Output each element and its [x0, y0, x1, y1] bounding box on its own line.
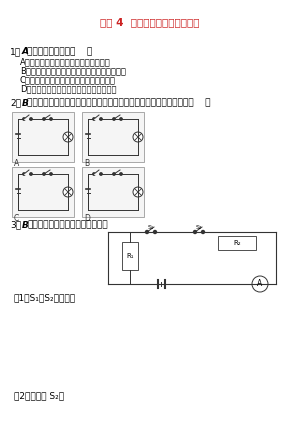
Circle shape: [43, 173, 45, 175]
Text: 1．: 1．: [10, 47, 21, 56]
Circle shape: [23, 118, 25, 120]
Text: 如图所示，试判断电路连接情况。: 如图所示，试判断电路连接情况。: [27, 220, 108, 229]
Text: C．规定正电荷的定向移动方向为电流方向: C．规定正电荷的定向移动方向为电流方向: [20, 75, 116, 84]
Text: 2．: 2．: [10, 98, 21, 108]
Circle shape: [146, 231, 148, 234]
Bar: [82, 167, 144, 217]
Circle shape: [113, 118, 115, 120]
Text: C: C: [14, 214, 19, 223]
Circle shape: [202, 231, 205, 234]
Text: （1）S₁、S₂都断开：: （1）S₁、S₂都断开：: [14, 293, 76, 302]
Text: B: B: [22, 98, 29, 108]
Text: R₁: R₁: [126, 253, 134, 259]
Circle shape: [63, 132, 73, 142]
Circle shape: [63, 187, 73, 197]
Bar: [12, 112, 74, 162]
Text: B．金属导线中自由电子移动的方向为电流方向: B．金属导线中自由电子移动的方向为电流方向: [20, 67, 126, 75]
Circle shape: [23, 173, 25, 175]
Text: 如图所示，为两个开关的组合在一起，同时控制一盏灯发光的电路是（    ）: 如图所示，为两个开关的组合在一起，同时控制一盏灯发光的电路是（ ）: [27, 98, 211, 108]
Text: D．规定自由电荷移动的方向为电流的方向: D．规定自由电荷移动的方向为电流的方向: [20, 84, 116, 94]
Text: D: D: [84, 214, 90, 223]
Circle shape: [100, 118, 102, 120]
Text: 专题 4  期中期末串讲之简单电路: 专题 4 期中期末串讲之简单电路: [100, 17, 200, 27]
Bar: [82, 112, 144, 162]
Circle shape: [100, 173, 102, 175]
Circle shape: [30, 173, 32, 175]
Text: A: A: [14, 159, 19, 168]
Circle shape: [50, 118, 52, 120]
Text: R₂: R₂: [233, 240, 241, 246]
Circle shape: [50, 173, 52, 175]
Bar: [122, 242, 138, 270]
Text: B: B: [22, 220, 29, 229]
Circle shape: [93, 118, 95, 120]
Text: B: B: [84, 159, 89, 168]
Circle shape: [154, 231, 157, 234]
Circle shape: [252, 276, 268, 292]
Circle shape: [194, 231, 196, 234]
Bar: [218, 236, 256, 250]
Text: S₂: S₂: [196, 225, 202, 230]
Text: S₁: S₁: [148, 225, 154, 230]
Circle shape: [43, 118, 45, 120]
Text: A．只有正电荷的定向移动才能形成电流: A．只有正电荷的定向移动才能形成电流: [20, 58, 111, 67]
Circle shape: [133, 187, 143, 197]
Circle shape: [113, 173, 115, 175]
Text: 下列说法正确的是（    ）: 下列说法正确的是（ ）: [27, 47, 92, 56]
Circle shape: [120, 118, 122, 120]
Circle shape: [120, 173, 122, 175]
Text: 3．: 3．: [10, 220, 21, 229]
Text: （2）只闭合 S₂：: （2）只闭合 S₂：: [14, 391, 64, 401]
Text: A: A: [257, 279, 262, 288]
Circle shape: [133, 132, 143, 142]
Text: A: A: [22, 47, 29, 56]
Circle shape: [93, 173, 95, 175]
Circle shape: [30, 118, 32, 120]
Bar: [12, 167, 74, 217]
